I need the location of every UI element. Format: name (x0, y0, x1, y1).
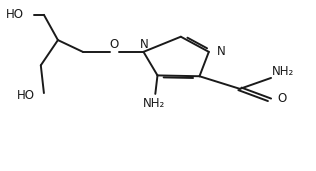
Text: NH₂: NH₂ (143, 97, 165, 110)
Text: N: N (216, 44, 225, 57)
Text: O: O (277, 93, 287, 106)
Text: NH₂: NH₂ (272, 65, 294, 78)
Text: O: O (109, 38, 118, 51)
Text: HO: HO (16, 89, 34, 102)
Text: HO: HO (6, 8, 24, 21)
Text: N: N (140, 38, 149, 51)
